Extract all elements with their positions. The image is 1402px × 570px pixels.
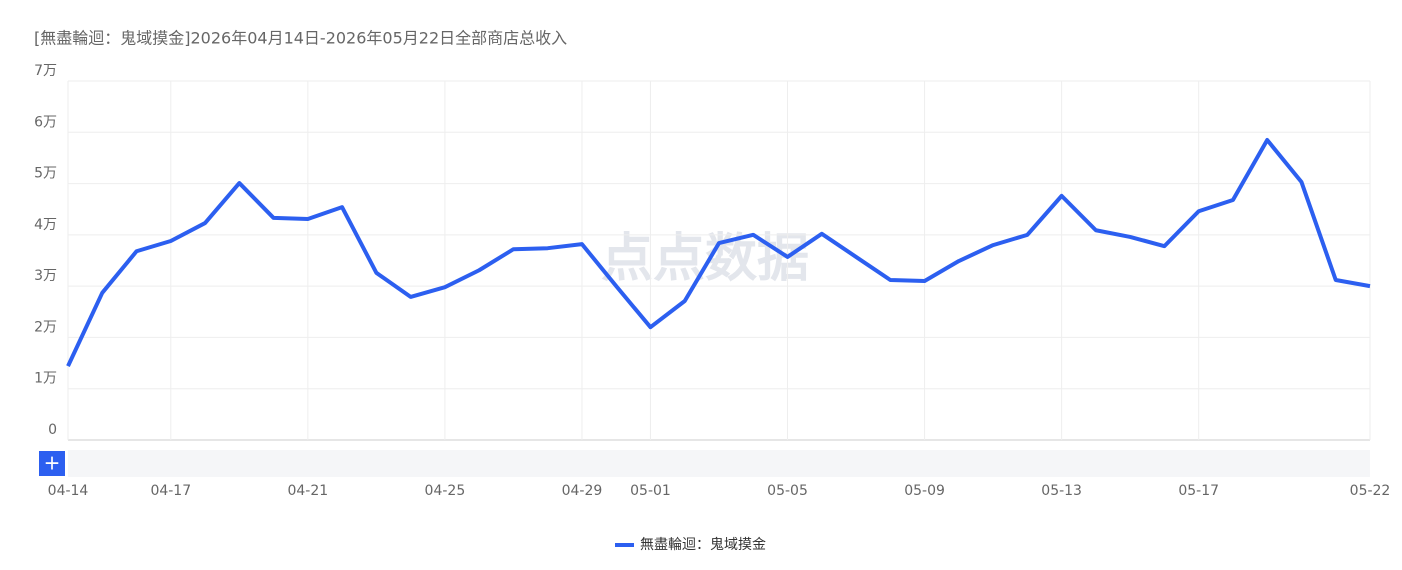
- y-tick-label: 7万: [34, 63, 57, 79]
- x-tick-label: 05-05: [767, 483, 808, 499]
- x-tick-label: 04-25: [425, 483, 466, 499]
- x-tick-label: 04-21: [287, 483, 328, 499]
- y-tick-label: 1万: [34, 371, 57, 387]
- zoom-bar: [68, 450, 1370, 477]
- chart-title: [無盡輪迴：鬼域摸金]2026年04月14日-2026年05月22日全部商店总收…: [34, 29, 567, 48]
- y-tick-label: 0: [48, 422, 57, 438]
- watermark: 点点数据: [601, 229, 809, 289]
- x-tick-label: 05-01: [630, 483, 671, 499]
- line: [66, 137, 1371, 367]
- x-tick-label: 04-17: [150, 483, 191, 499]
- zoom-button[interactable]: [39, 451, 65, 476]
- y-tick-label: 4万: [34, 217, 57, 233]
- y-tick-label: 2万: [34, 319, 57, 335]
- y-tick-label: 6万: [34, 114, 57, 130]
- x-tick-label: 05-13: [1041, 483, 1082, 499]
- x-tick-label: 05-09: [904, 483, 945, 499]
- zoom-icon: +: [44, 451, 61, 475]
- x-tick-label: 04-14: [48, 483, 89, 499]
- x-tick-label: 04-29: [562, 483, 603, 499]
- y-tick-label: 5万: [34, 166, 57, 182]
- x-tick-label: 05-22: [1350, 483, 1391, 499]
- legend-label: 無盡輪迴：鬼域摸金: [640, 536, 766, 553]
- x-tick-label: 05-17: [1178, 483, 1219, 499]
- y-tick-label: 3万: [34, 268, 57, 284]
